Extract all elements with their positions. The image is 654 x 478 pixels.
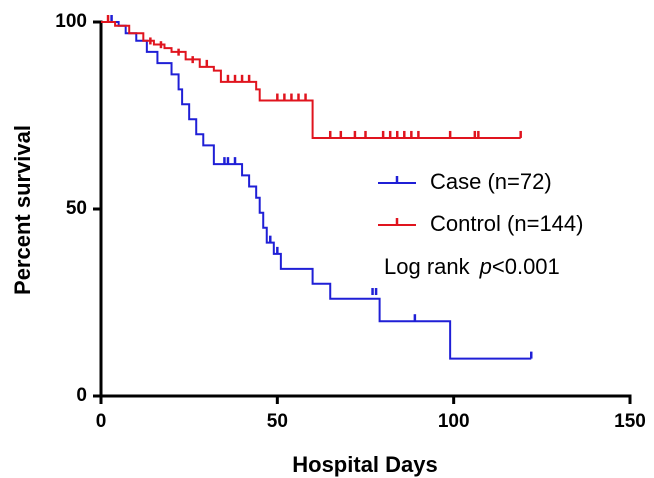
y-axis-title: Percent survival: [10, 125, 35, 295]
survival-curve: [101, 21, 521, 139]
x-tick-label: 100: [438, 411, 470, 432]
y-tick-label: 0: [76, 385, 87, 406]
x-tick-label: 0: [96, 411, 107, 432]
y-tick-label: 50: [66, 198, 87, 219]
x-axis-title: Hospital Days: [292, 452, 438, 477]
annotation: Log rank p<0.001: [384, 254, 560, 279]
y-tick-label: 100: [55, 11, 87, 32]
annotation-text: p: [479, 254, 492, 279]
legend-label: Control (n=144): [430, 211, 583, 236]
x-tick-label: 150: [614, 411, 646, 432]
annotation-text: <0.001: [492, 254, 560, 279]
legend-label: Case (n=72): [430, 169, 552, 194]
x-tick-label: 50: [267, 411, 288, 432]
annotation-text: Log rank: [384, 254, 471, 279]
